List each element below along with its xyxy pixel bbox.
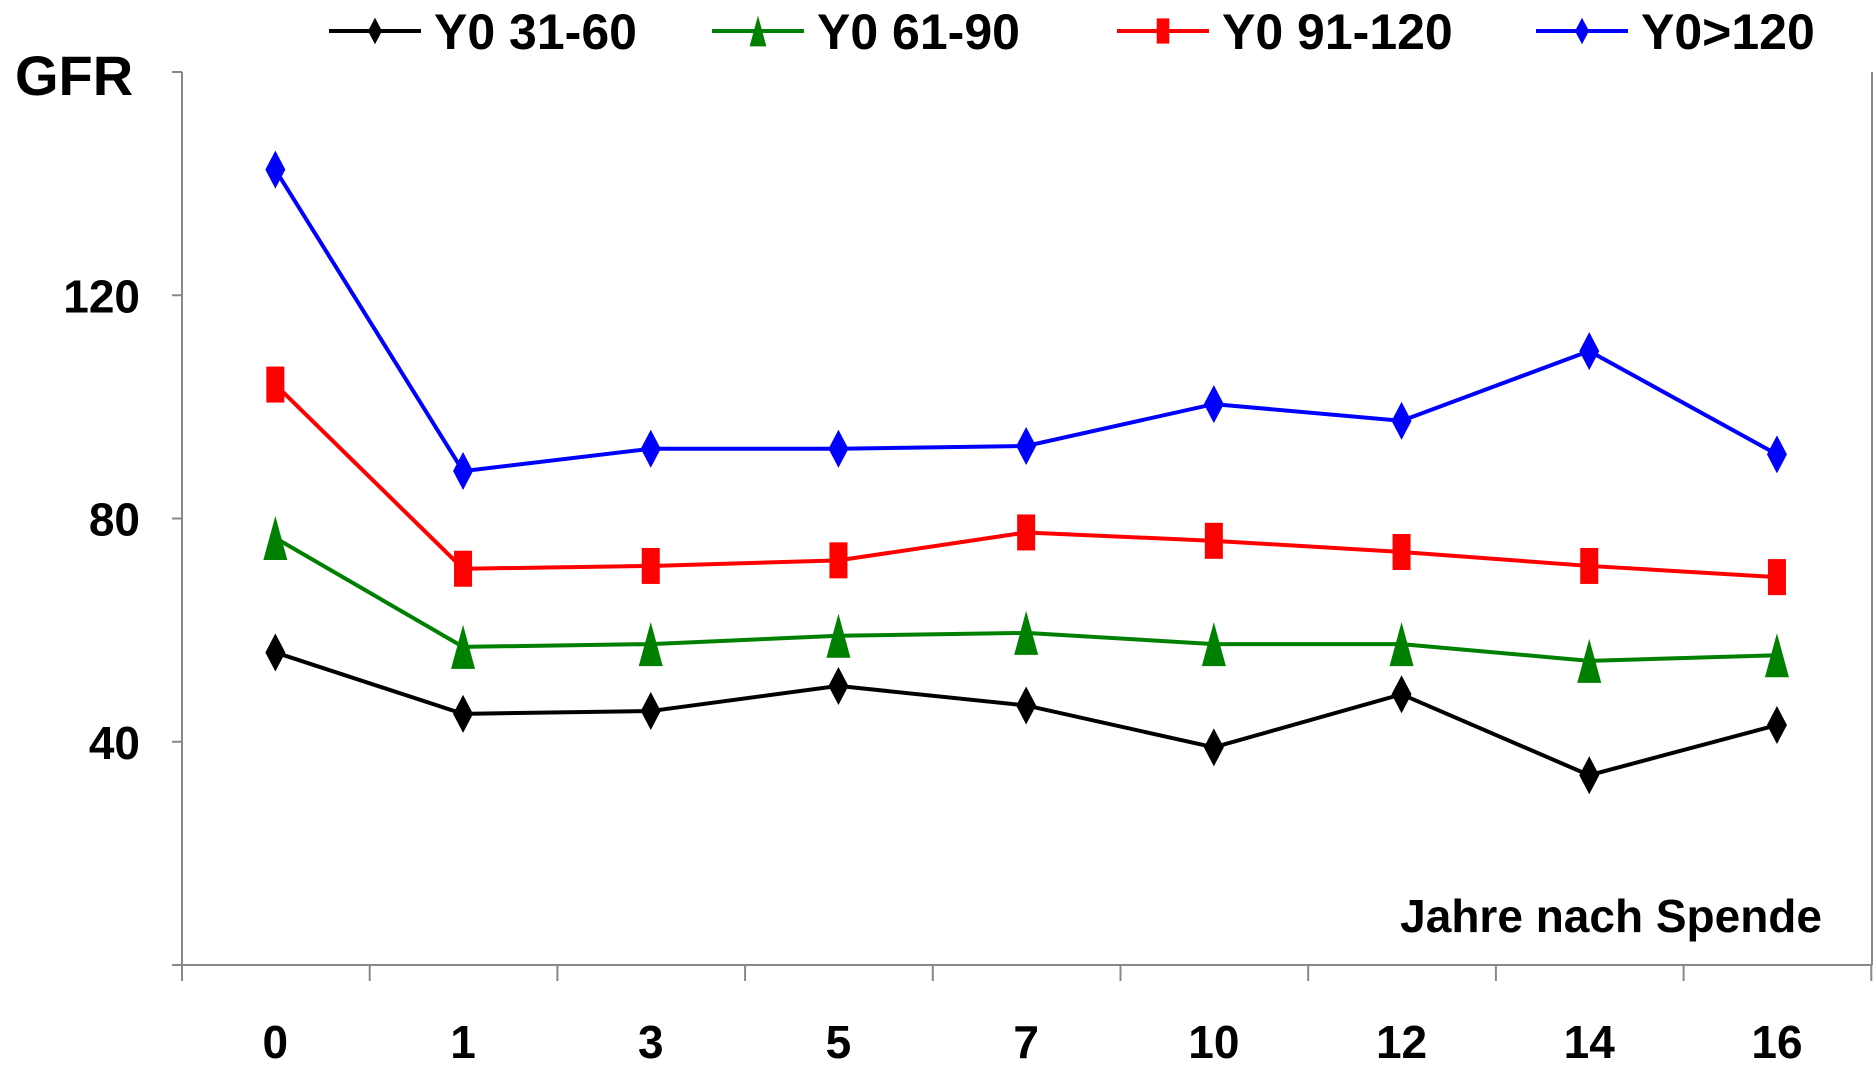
data-point [1580, 547, 1599, 584]
legend-swatch-marker [749, 15, 767, 47]
data-point [1203, 385, 1224, 424]
series-lines [263, 150, 1789, 795]
legend-label: Y0>120 [1641, 4, 1815, 60]
x-tick-label: 7 [1013, 1016, 1039, 1067]
data-point [453, 694, 474, 733]
data-point [641, 547, 660, 584]
y-axis-title: GFR [15, 44, 133, 107]
legend-swatch-marker [1156, 18, 1170, 44]
data-point [1766, 435, 1787, 474]
data-point [1016, 686, 1037, 725]
x-tick-label: 1 [450, 1016, 476, 1067]
series-line [273, 168, 1778, 474]
data-point [1764, 633, 1789, 678]
legend: Y0 31-60 Y0 61-90 Y0 91-120 Y0>120 [329, 4, 1815, 60]
x-tick-label: 12 [1376, 1016, 1427, 1067]
x-axis-title: Jahre nach Spende [1400, 890, 1822, 942]
data-point [828, 666, 849, 705]
data-point [829, 542, 848, 579]
x-tick-label: 0 [263, 1016, 289, 1067]
data-point [1014, 610, 1039, 655]
data-point [1577, 638, 1602, 683]
legend-label: Y0 61-90 [817, 4, 1020, 60]
legend-item: Y0 61-90 [712, 4, 1020, 60]
series-group [266, 366, 1786, 596]
y-tick-label: 40 [89, 717, 140, 769]
legend-label: Y0 31-60 [434, 4, 637, 60]
y-tick-label: 120 [63, 270, 140, 322]
data-point [1391, 401, 1412, 440]
legend-label: Y0 91-120 [1222, 4, 1453, 60]
data-point [1766, 706, 1787, 745]
legend-item: Y0 91-120 [1117, 4, 1453, 60]
data-point [638, 622, 663, 667]
data-point [266, 366, 285, 403]
data-point [451, 624, 476, 669]
x-tick-label: 5 [826, 1016, 852, 1067]
data-point [265, 150, 286, 189]
data-point [453, 452, 474, 491]
data-point [263, 516, 288, 561]
axis-ticks: 40 80 120 0 1 3 5 7 10 12 14 16 [63, 71, 1873, 1067]
data-point [1391, 675, 1412, 714]
data-point [1579, 756, 1600, 795]
data-point [1017, 514, 1036, 551]
x-tick-label: 16 [1751, 1016, 1802, 1067]
x-tick-label: 14 [1564, 1016, 1616, 1067]
legend-item: Y0 31-60 [329, 4, 637, 60]
x-tick-label: 3 [638, 1016, 664, 1067]
legend-item: Y0>120 [1536, 4, 1815, 60]
data-point [640, 429, 661, 468]
data-point [1767, 559, 1786, 596]
y-tick-label: 80 [89, 494, 140, 546]
data-point [828, 429, 849, 468]
data-point [1389, 622, 1414, 667]
series-group [265, 150, 1787, 491]
data-point [1201, 622, 1226, 667]
legend-swatch-marker [1575, 17, 1589, 45]
x-tick-label: 10 [1188, 1016, 1239, 1067]
data-point [1016, 426, 1037, 465]
legend-swatch-marker [368, 17, 382, 45]
data-point [640, 692, 661, 731]
data-point [1203, 728, 1224, 767]
data-point [1579, 332, 1600, 371]
series-group [265, 633, 1787, 795]
data-point [1392, 533, 1411, 570]
data-point [454, 550, 473, 587]
data-point [265, 633, 286, 672]
data-point [826, 613, 851, 658]
data-point [1204, 522, 1223, 559]
series-group [263, 516, 1789, 683]
